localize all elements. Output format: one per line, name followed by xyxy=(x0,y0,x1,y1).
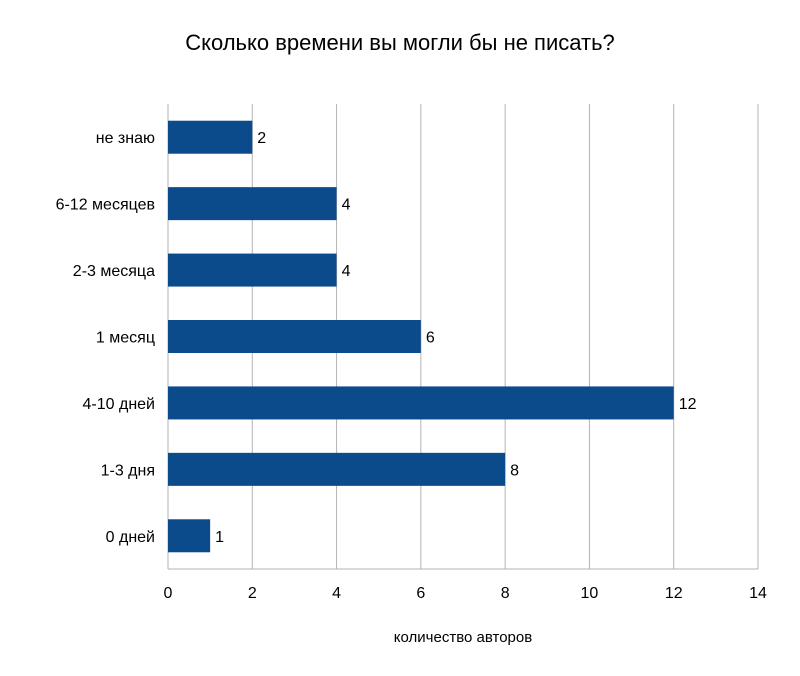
bar-4 xyxy=(168,386,674,420)
category-label-5: 1-3 дня xyxy=(101,462,155,479)
bar-2 xyxy=(168,253,337,287)
category-label-2: 2-3 месяца xyxy=(73,263,155,280)
bars xyxy=(168,120,674,553)
data-label-6: 1 xyxy=(215,529,224,546)
data-label-1: 4 xyxy=(342,197,351,214)
data-label-2: 4 xyxy=(342,263,351,280)
x-tick-label-2: 2 xyxy=(248,585,257,602)
x-tick-label-4: 4 xyxy=(332,585,341,602)
bar-0 xyxy=(168,120,253,154)
category-label-6: 0 дней xyxy=(106,529,155,546)
x-tick-label-0: 0 xyxy=(164,585,173,602)
category-label-4: 4-10 дней xyxy=(83,396,155,413)
bar-1 xyxy=(168,187,337,221)
x-tick-label-10: 10 xyxy=(581,585,599,602)
x-tick-label-14: 14 xyxy=(749,585,767,602)
bar-3 xyxy=(168,320,421,353)
x-tick-label-6: 6 xyxy=(416,585,425,602)
category-label-1: 6-12 месяцев xyxy=(56,197,155,214)
chart-title: Сколько времени вы могли бы не писать? xyxy=(185,30,615,55)
data-label-0: 2 xyxy=(257,130,266,147)
data-label-3: 6 xyxy=(426,330,435,347)
x-tick-label-8: 8 xyxy=(501,585,510,602)
data-label-4: 12 xyxy=(679,396,697,413)
x-tick-label-12: 12 xyxy=(665,585,683,602)
category-label-0: не знаю xyxy=(96,130,155,147)
bar-5 xyxy=(168,452,506,486)
bar-6 xyxy=(168,519,211,553)
x-axis-title: количество авторов xyxy=(394,629,532,646)
data-label-5: 8 xyxy=(510,462,519,479)
category-label-3: 1 месяц xyxy=(96,330,155,347)
